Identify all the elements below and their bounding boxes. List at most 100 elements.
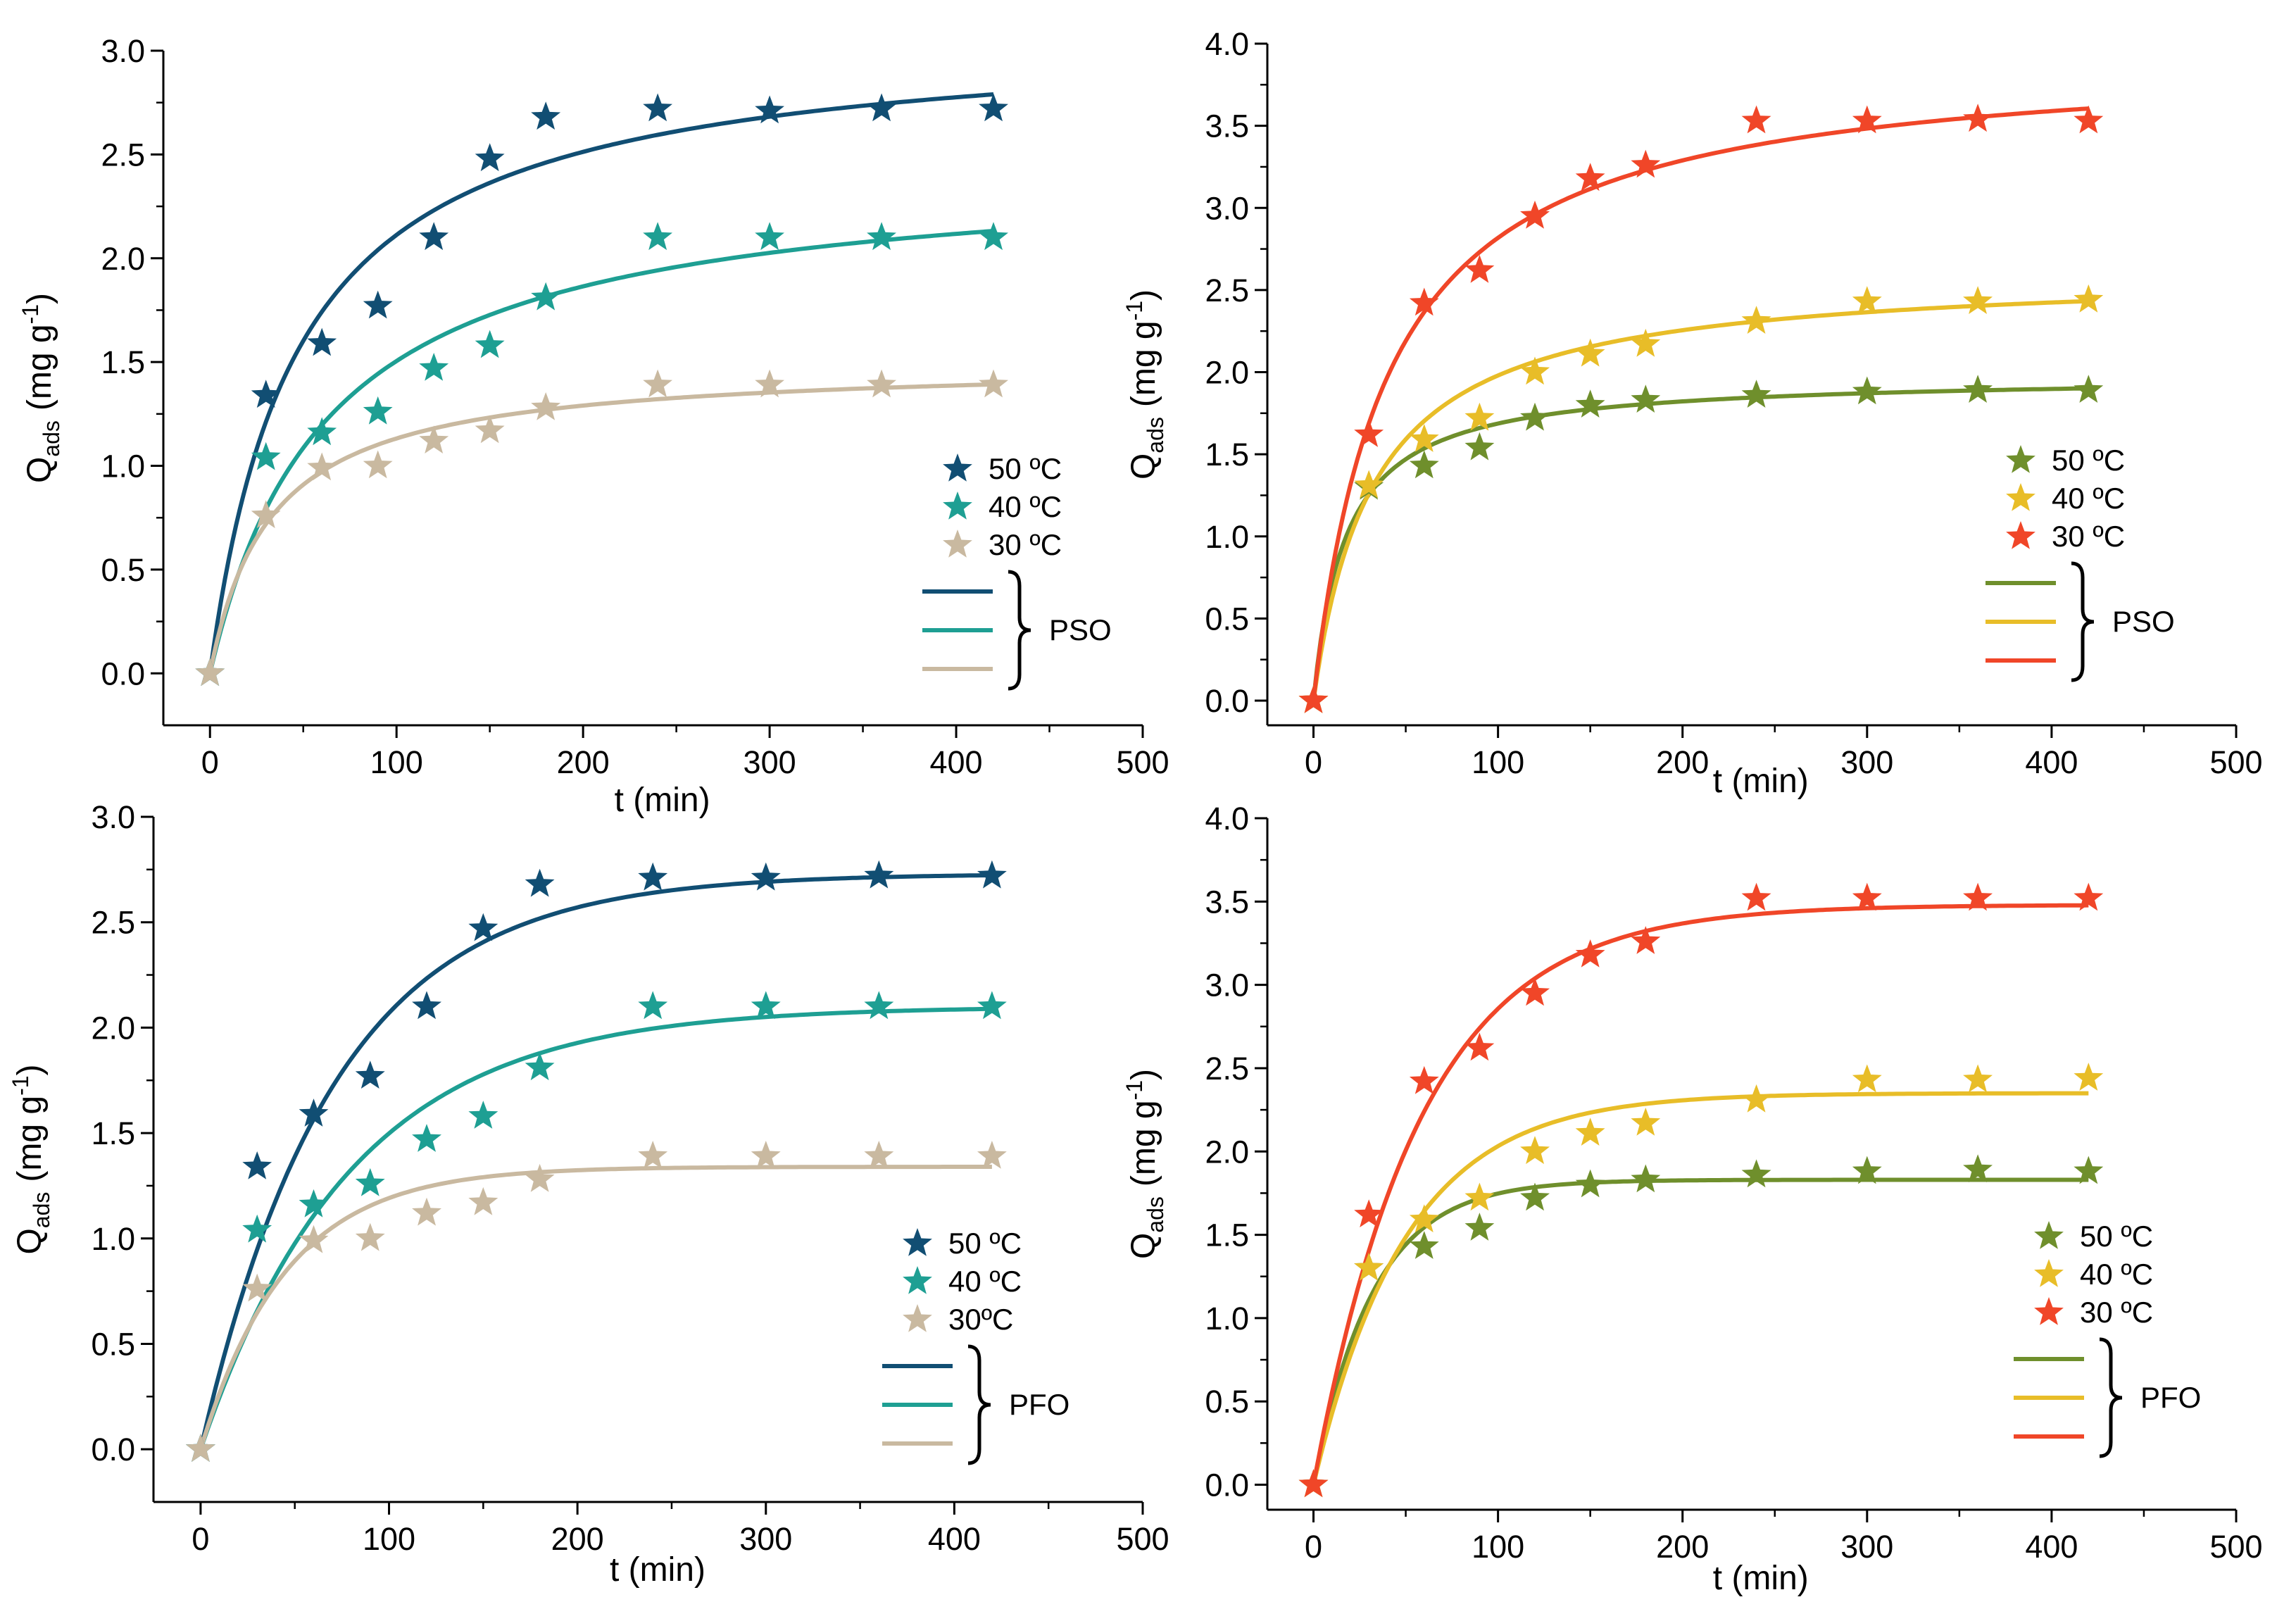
data-point [1520, 356, 1550, 385]
y-axis-label: Qads(mg g-1) [8, 1064, 54, 1254]
data-point [1409, 1065, 1439, 1094]
data-point [1409, 450, 1439, 479]
x-tick-label: 400 [930, 744, 983, 780]
x-tick-label: 400 [928, 1521, 981, 1557]
data-point [468, 1187, 498, 1215]
x-tick-label: 0 [1305, 744, 1322, 780]
x-tick-label: 0 [1305, 1529, 1322, 1565]
data-point [531, 392, 561, 420]
data-point [1520, 1182, 1550, 1211]
data-point [638, 1141, 668, 1169]
legend-marker [2034, 1221, 2064, 1249]
data-point [363, 396, 393, 425]
y-tick-label: 2.0 [1205, 355, 1249, 391]
data-point [1464, 402, 1495, 431]
data-point [355, 1222, 385, 1251]
data-point [864, 860, 894, 889]
data-point [864, 991, 894, 1020]
data-point [979, 369, 1008, 398]
y-tick-label: 2.5 [1205, 1051, 1249, 1087]
data-point [1631, 926, 1661, 954]
data-point [867, 93, 896, 122]
data-point [1741, 105, 1771, 134]
data-point [307, 327, 337, 356]
data-point [1575, 389, 1605, 418]
legend-marker [2006, 483, 2035, 511]
data-point [1520, 977, 1550, 1006]
x-tick-label: 100 [370, 744, 423, 780]
x-tick-label: 500 [1116, 744, 1169, 780]
data-point [643, 222, 672, 251]
model-label: PSO [2112, 605, 2175, 638]
panel-bottom-right: 0 100 200 300 400 500 0.0 0.5 1.0 1.5 2.0 2.5 3.0 3.5… [1122, 801, 2263, 1597]
fit-curve-40C [199, 1006, 992, 1451]
y-tick-label: 1.0 [1205, 1301, 1249, 1336]
data-point [751, 991, 781, 1020]
data-point [1963, 1064, 1993, 1093]
legend-label: 30 ºC [989, 528, 1062, 561]
data-point [1575, 1169, 1605, 1198]
x-tick-label: 300 [744, 744, 796, 780]
data-point [1852, 286, 1882, 314]
y-tick-label: 2.0 [1205, 1134, 1249, 1170]
data-point [412, 991, 441, 1020]
x-tick-label: 400 [2025, 1529, 2078, 1565]
data-point [242, 1273, 272, 1302]
data-point [1354, 1252, 1384, 1281]
y-tick-label: 0.5 [1205, 1384, 1249, 1420]
fit-curve-30C [199, 1165, 992, 1451]
x-axis-label: t (min) [615, 782, 710, 819]
model-label: PFO [1009, 1388, 1069, 1421]
data-point [1575, 1117, 1605, 1146]
x-axis-label: t (min) [610, 1551, 705, 1589]
data-point [531, 101, 561, 130]
data-point [299, 1225, 329, 1253]
data-point [355, 1060, 385, 1089]
y-tick-label: 0.0 [1205, 683, 1249, 719]
y-axis-label: Qads(mg g-1) [1122, 289, 1168, 480]
data-point [1298, 1469, 1329, 1498]
data-point [1464, 1032, 1495, 1061]
y-tick-label: 0.5 [91, 1326, 135, 1362]
data-point [1354, 419, 1384, 447]
data-point [751, 862, 781, 891]
y-tick-label: 2.5 [1205, 273, 1249, 308]
data-point [977, 1141, 1007, 1169]
data-point [412, 1124, 441, 1152]
legend-label: 50 ºC [2080, 1220, 2153, 1253]
data-point [1852, 1064, 1882, 1093]
data-point [1409, 424, 1439, 452]
data-point [251, 380, 281, 408]
legend-marker [2006, 521, 2035, 549]
data-point [419, 222, 449, 251]
data-point [475, 143, 505, 172]
y-tick-label: 1.0 [101, 449, 145, 484]
data-point [195, 658, 225, 687]
data-point [2074, 1156, 2104, 1184]
data-point [242, 1214, 272, 1243]
data-point [1963, 882, 1993, 911]
data-point [1741, 882, 1771, 911]
x-tick-label: 0 [192, 1521, 209, 1557]
legend-marker [943, 492, 972, 520]
legend-brace [967, 1344, 991, 1465]
data-point [1464, 432, 1495, 461]
legend-marker [2034, 1259, 2064, 1287]
data-point [864, 1141, 894, 1169]
fit-curve-50C [1311, 1177, 2089, 1486]
x-tick-label: 300 [1840, 744, 1893, 780]
legend-label: 40 ºC [948, 1265, 1022, 1298]
fit-curve-30C [1311, 903, 2089, 1486]
fit-curve-40C [1311, 1091, 2089, 1486]
x-tick-label: 400 [2025, 744, 2078, 780]
legend-marker [903, 1304, 932, 1332]
data-point [1741, 1084, 1771, 1113]
data-point [242, 1151, 272, 1179]
data-point [525, 868, 555, 897]
fit-curve-50C [1311, 386, 2089, 701]
data-point [1409, 287, 1439, 316]
data-point [1631, 1164, 1661, 1193]
data-point [1852, 376, 1882, 405]
y-tick-label: 1.5 [101, 344, 145, 380]
